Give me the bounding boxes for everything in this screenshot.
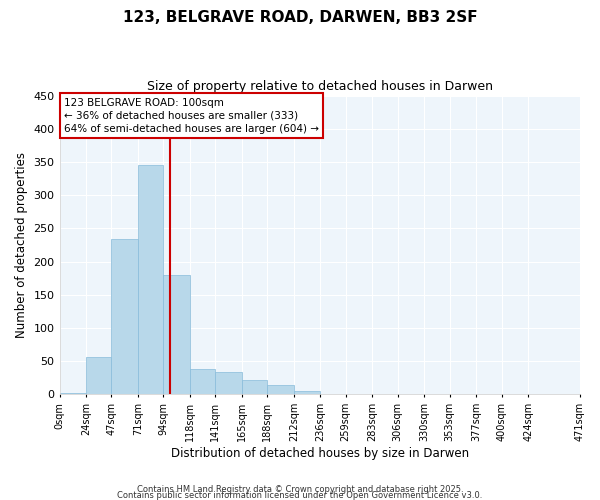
Title: Size of property relative to detached houses in Darwen: Size of property relative to detached ho… [147,80,493,93]
Text: Contains HM Land Registry data © Crown copyright and database right 2025.: Contains HM Land Registry data © Crown c… [137,484,463,494]
Bar [267,385,294,394]
Bar [59,393,86,394]
Bar [294,391,320,394]
Y-axis label: Number of detached properties: Number of detached properties [15,152,28,338]
Bar [138,166,163,394]
Bar [112,239,138,394]
Bar [242,380,267,394]
Text: 123, BELGRAVE ROAD, DARWEN, BB3 2SF: 123, BELGRAVE ROAD, DARWEN, BB3 2SF [122,10,478,25]
Bar [190,369,215,394]
X-axis label: Distribution of detached houses by size in Darwen: Distribution of detached houses by size … [171,447,469,460]
Text: 123 BELGRAVE ROAD: 100sqm
← 36% of detached houses are smaller (333)
64% of semi: 123 BELGRAVE ROAD: 100sqm ← 36% of detac… [64,98,319,134]
Bar [215,372,242,394]
Text: Contains public sector information licensed under the Open Government Licence v3: Contains public sector information licen… [118,490,482,500]
Bar [163,275,190,394]
Bar [86,356,112,395]
